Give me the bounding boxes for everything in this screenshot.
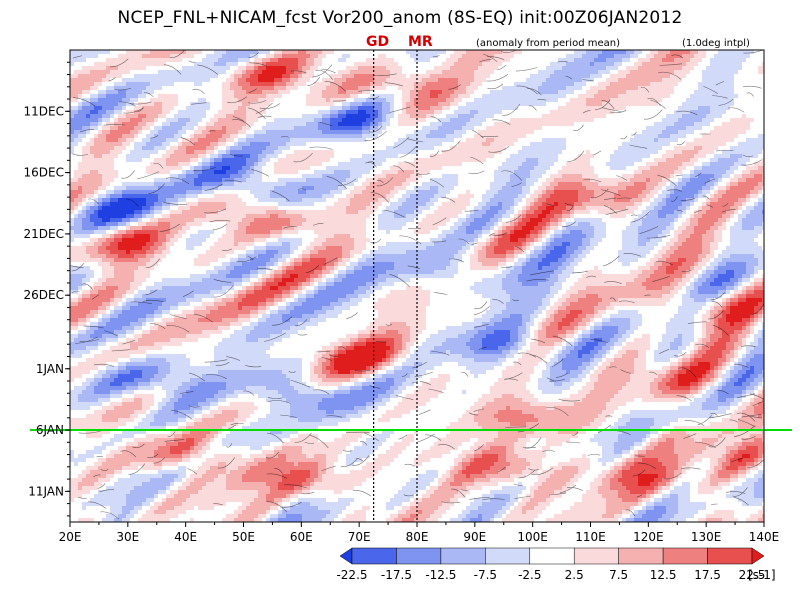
x-tick-label-5: 70E — [348, 530, 371, 544]
colorbar-label-1: -17.5 — [381, 568, 412, 582]
contour-lines — [70, 49, 765, 520]
colorbar-swatch-9 — [707, 547, 753, 565]
colorbar-label-8: 17.5 — [694, 568, 721, 582]
colorbar-label-6: 7.5 — [609, 568, 628, 582]
colorbar-swatch-5 — [529, 547, 575, 565]
y-tick-label-3: 26DEC — [24, 288, 64, 302]
chart-subtitle-interp: (1.0deg intpl) — [682, 38, 750, 49]
y-tick-label-5: 6JAN — [36, 423, 64, 437]
colorbar-label-0: -22.5 — [336, 568, 367, 582]
colorbar-label-7: 12.5 — [650, 568, 677, 582]
colorbar-label-2: -12.5 — [425, 568, 456, 582]
colorbar-swatch-1 — [351, 547, 397, 565]
y-tick-label-0: 11DEC — [24, 104, 64, 118]
marker-label-gd: GD — [366, 34, 390, 50]
x-tick-label-2: 40E — [174, 530, 197, 544]
y-tick-label-2: 21DEC — [24, 227, 64, 241]
colorbar-arrow-high — [751, 547, 765, 565]
colorbar-swatch-8 — [662, 547, 708, 565]
colorbar-label-9: 22.5 — [739, 568, 766, 582]
x-tick-label-12: 140E — [749, 530, 780, 544]
chart-subtitle-anomaly: (anomaly from period mean) — [476, 38, 620, 49]
x-tick-label-3: 50E — [232, 530, 255, 544]
colorbar-label-5: 2.5 — [565, 568, 584, 582]
colorbar-swatch-4 — [485, 547, 531, 565]
x-tick-label-6: 80E — [406, 530, 429, 544]
colorbar-swatch-7 — [618, 547, 664, 565]
colorbar-swatch-2 — [396, 547, 442, 565]
x-tick-label-0: 20E — [59, 530, 82, 544]
x-tick-label-1: 30E — [116, 530, 139, 544]
colorbar-arrow-low — [339, 547, 353, 565]
x-tick-label-11: 130E — [691, 530, 722, 544]
chart-title: NCEP_FNL+NICAM_fcst Vor200_anom (8S-EQ) … — [117, 8, 683, 28]
colorbar-label-4: -2.5 — [518, 568, 541, 582]
colorbar-label-3: -7.5 — [474, 568, 497, 582]
marker-label-mr: MR — [408, 34, 433, 50]
y-tick-label-6: 11JAN — [28, 484, 64, 498]
x-tick-label-7: 90E — [463, 530, 486, 544]
x-tick-label-4: 60E — [290, 530, 313, 544]
colorbar-swatch-3 — [440, 547, 486, 565]
heatmap-cells — [70, 50, 764, 522]
x-tick-label-10: 120E — [633, 530, 664, 544]
y-tick-label-4: 1JAN — [36, 362, 64, 376]
colorbar-swatch-6 — [573, 547, 619, 565]
x-tick-label-9: 110E — [575, 530, 606, 544]
x-tick-label-8: 100E — [517, 530, 548, 544]
y-tick-label-1: 16DEC — [24, 166, 64, 180]
colorbar-unit: [s-1] — [748, 568, 776, 582]
